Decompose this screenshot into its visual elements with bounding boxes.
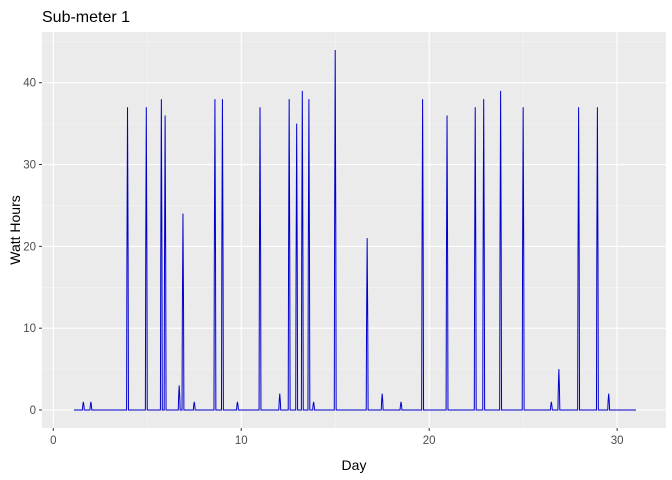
x-axis-title: Day	[342, 457, 367, 473]
y-tick-label: 0	[30, 405, 36, 417]
y-tick-label: 10	[23, 323, 36, 335]
y-tick-label: 20	[23, 241, 36, 253]
y-axis-title: Watt Hours	[7, 195, 23, 265]
y-tick-label: 40	[23, 78, 36, 90]
chart-title: Sub-meter 1	[42, 9, 130, 26]
x-tick-label: 30	[611, 435, 624, 447]
y-axis-ticks: 0 10 20 30 40	[23, 78, 42, 417]
y-tick-label: 30	[23, 160, 36, 172]
plot-panel	[42, 32, 666, 428]
x-axis-ticks: 0 10 20 30	[50, 428, 624, 447]
x-tick-label: 0	[50, 435, 56, 447]
x-tick-label: 20	[423, 435, 436, 447]
x-tick-label: 10	[235, 435, 248, 447]
series-line	[73, 49, 636, 411]
